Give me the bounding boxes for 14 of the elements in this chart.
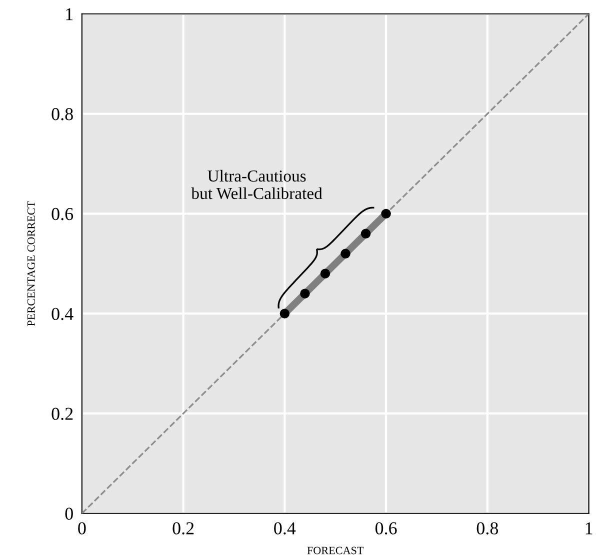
x-tick-label: 0.6: [375, 522, 397, 534]
y-tick-label: 0.4: [52, 308, 74, 320]
x-tick-label: 0.4: [274, 522, 296, 534]
y-tick-label: 1: [66, 8, 73, 20]
y-tick-label: 0.2: [52, 408, 73, 420]
y-tick-label: 0: [65, 508, 73, 520]
x-tick-label: 0.2: [172, 522, 194, 534]
x-tick-label: 0.8: [476, 522, 498, 534]
y-tick-label: 0.6: [52, 208, 74, 220]
x-tick-label: 0: [78, 522, 86, 534]
y-tick-label: 0.8: [52, 108, 73, 120]
x-axis-title: FORECAST: [307, 546, 364, 554]
x-tick-label: 1: [586, 522, 592, 534]
y-axis-title: PERCENTAGE CORRECT: [27, 201, 35, 326]
